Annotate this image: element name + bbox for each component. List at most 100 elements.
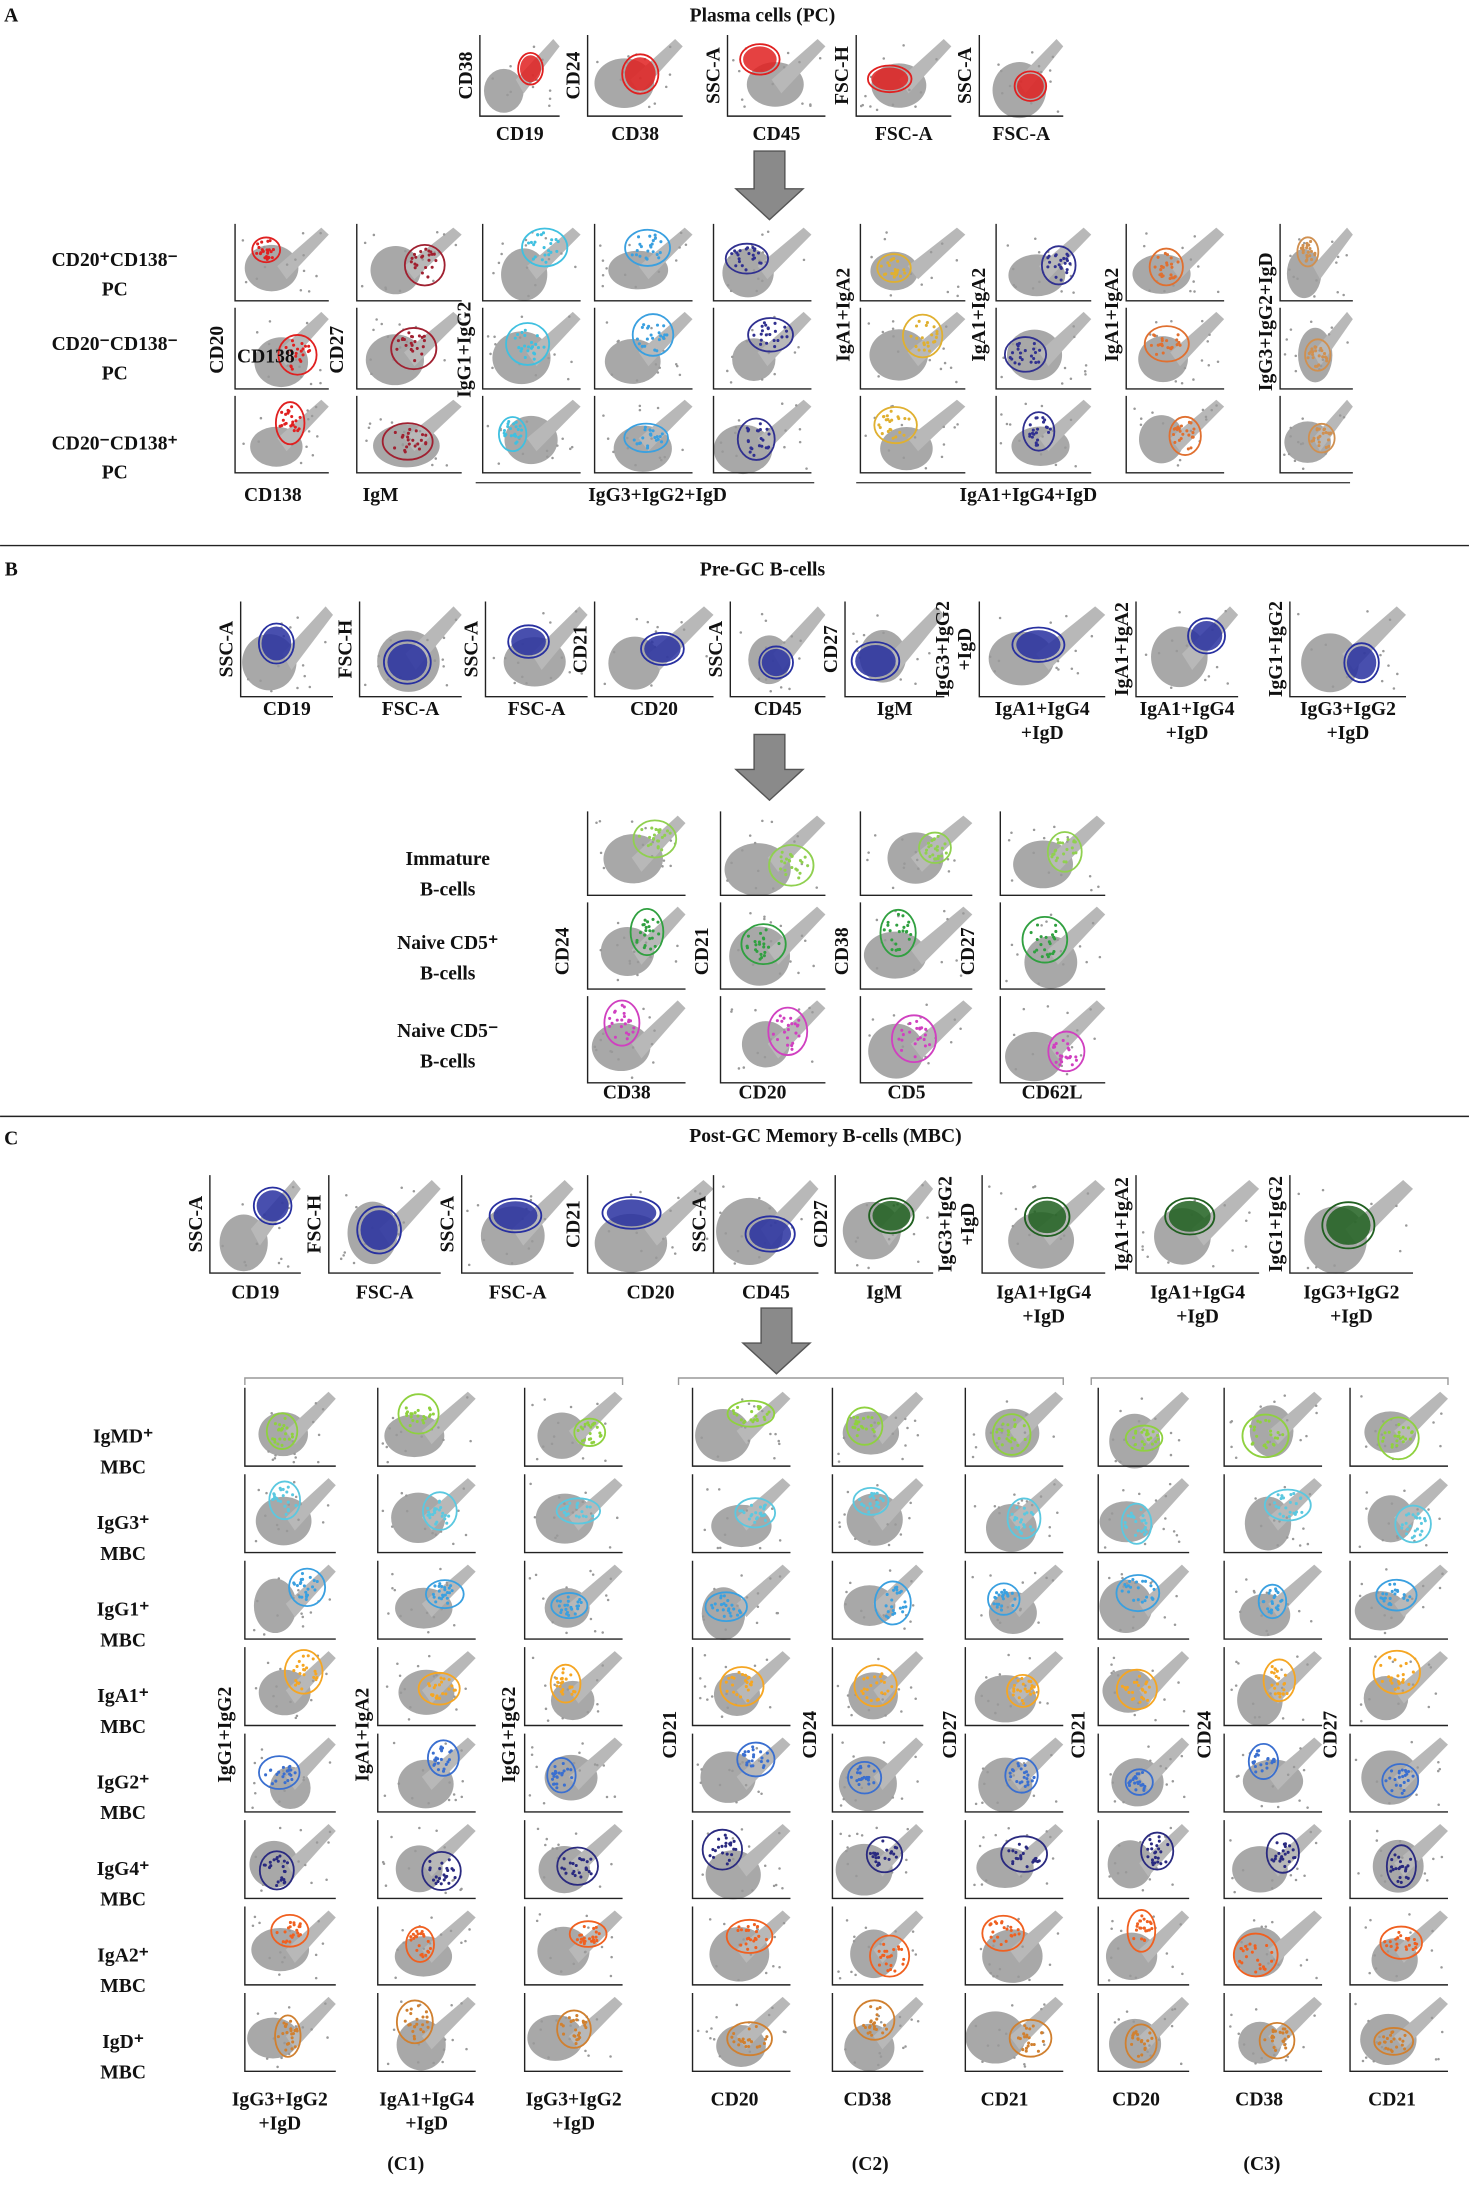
event	[756, 251, 761, 255]
event	[260, 240, 264, 244]
gray-event	[1277, 1963, 1280, 1967]
gate	[1013, 70, 1048, 102]
axes	[1349, 1733, 1448, 1813]
gray-event	[1042, 836, 1046, 840]
gray-event	[435, 1673, 438, 1677]
gray-event	[1375, 1839, 1379, 1842]
gray-event	[581, 1742, 584, 1745]
event	[1014, 1850, 1018, 1854]
gray-event	[753, 1664, 757, 1668]
event	[657, 932, 661, 936]
gray-event	[1285, 338, 1289, 341]
gray-event	[268, 1956, 271, 1960]
event	[995, 1605, 999, 1609]
event	[432, 1509, 436, 1513]
gray-event	[1062, 963, 1065, 966]
gray-event	[974, 1802, 978, 1806]
event	[739, 1695, 743, 1699]
event	[442, 1873, 446, 1877]
event	[1238, 1959, 1242, 1963]
axes	[831, 1906, 924, 1986]
gray-event	[431, 463, 434, 467]
event	[746, 1947, 750, 1951]
gray-event	[325, 1878, 328, 1882]
gate	[631, 313, 675, 357]
event	[643, 344, 647, 348]
event	[780, 850, 784, 854]
event	[915, 1019, 919, 1023]
gate	[1304, 338, 1332, 372]
event	[431, 1878, 436, 1882]
gray-event	[1212, 1265, 1215, 1268]
gray-event	[757, 1759, 761, 1762]
event	[1159, 268, 1163, 272]
gray-cloud	[701, 1587, 746, 1641]
event	[1126, 1584, 1130, 1588]
event	[1324, 445, 1328, 449]
gray-event	[560, 252, 563, 255]
event	[1314, 349, 1318, 353]
event	[862, 1677, 866, 1681]
event	[447, 1586, 451, 1590]
gray-event	[299, 375, 303, 379]
event	[868, 1851, 872, 1856]
gray-event	[1235, 1660, 1238, 1664]
flow-plot	[691, 1647, 791, 1727]
gray-event	[1289, 1873, 1293, 1877]
event	[273, 1422, 277, 1426]
event	[439, 1676, 443, 1680]
gray-event	[998, 616, 1002, 620]
event	[751, 253, 755, 257]
gray-event	[535, 1457, 539, 1461]
event	[1393, 1658, 1397, 1662]
event	[901, 914, 905, 918]
label: FSC-A	[508, 699, 566, 720]
gray-event	[1216, 360, 1220, 363]
gray-event	[370, 372, 373, 376]
gate	[1247, 1742, 1280, 1780]
event	[519, 349, 523, 353]
gray-event	[387, 1612, 390, 1615]
event	[562, 2032, 566, 2036]
gray-event	[454, 618, 458, 622]
gray-event	[780, 402, 784, 405]
event	[713, 1602, 717, 1606]
label: FSC-H	[305, 1195, 326, 1254]
gray-event	[972, 1433, 976, 1436]
event	[1060, 1060, 1064, 1064]
gray-event	[557, 1496, 561, 1499]
event	[751, 1745, 755, 1749]
event	[283, 2024, 287, 2028]
event	[1286, 1850, 1290, 1854]
gray-event	[911, 1604, 915, 1607]
gray-event	[1439, 1444, 1442, 1448]
gray-event	[342, 1254, 345, 1257]
event	[306, 1587, 310, 1591]
label: IgG3+IgG2	[933, 601, 954, 697]
flow-plot	[719, 996, 826, 1084]
gray-event	[255, 277, 259, 281]
event	[1129, 1515, 1133, 1519]
event	[555, 1775, 559, 1779]
event	[1026, 1783, 1030, 1787]
event	[1054, 929, 1058, 933]
event	[648, 234, 652, 238]
event	[415, 2017, 419, 2021]
gray-event	[654, 363, 658, 366]
gray-event	[699, 1781, 703, 1784]
event	[748, 450, 752, 454]
flow-plot	[1279, 307, 1353, 390]
event	[653, 233, 657, 237]
event	[261, 249, 265, 253]
gray-event	[1177, 1540, 1181, 1543]
event	[1140, 1937, 1144, 1941]
event	[790, 865, 794, 870]
gray-event	[798, 440, 802, 444]
event	[1028, 434, 1032, 438]
gray-event	[601, 1664, 604, 1667]
event	[744, 1685, 748, 1689]
event	[434, 1507, 438, 1511]
event	[310, 1585, 315, 1589]
event	[766, 327, 770, 331]
event	[1404, 1875, 1408, 1879]
